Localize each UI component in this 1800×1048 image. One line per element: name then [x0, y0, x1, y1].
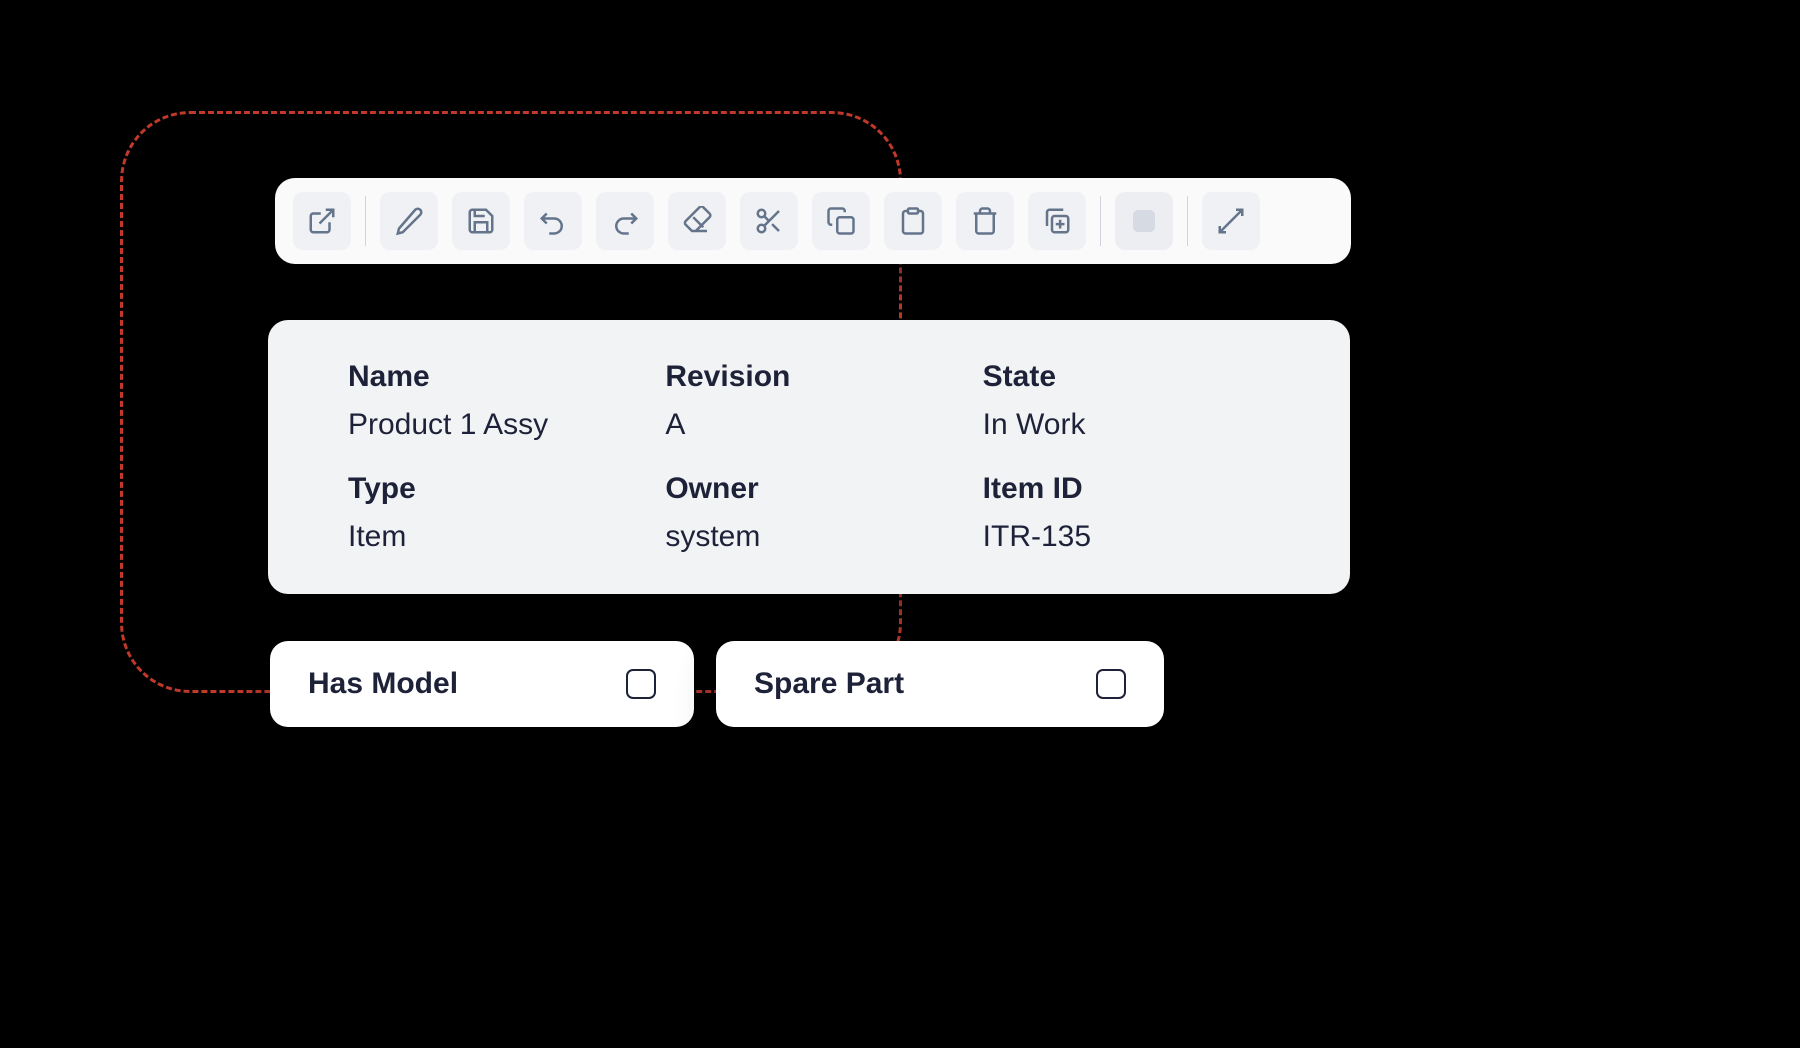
toolbar-separator — [365, 196, 366, 246]
field-state: State In Work — [983, 360, 1270, 442]
field-name-value: Product 1 Assy — [348, 408, 635, 442]
field-state-value: In Work — [983, 408, 1270, 442]
duplicate-icon — [1042, 206, 1072, 236]
open-external-icon — [307, 206, 337, 236]
field-type-value: Item — [348, 520, 635, 554]
delete-icon — [970, 206, 1000, 236]
delete-button[interactable] — [956, 192, 1014, 250]
field-type-label: Type — [348, 472, 635, 506]
spare-part-label: Spare Part — [754, 667, 904, 701]
properties-panel: Name Product 1 Assy Revision A State In … — [268, 320, 1350, 594]
toolbar-separator — [1100, 196, 1101, 246]
field-revision: Revision A — [665, 360, 952, 442]
field-item-id: Item ID ITR-135 — [983, 472, 1270, 554]
cut-button[interactable] — [740, 192, 798, 250]
spare-part-card: Spare Part — [716, 641, 1164, 727]
field-name: Name Product 1 Assy — [348, 360, 635, 442]
field-state-label: State — [983, 360, 1270, 394]
spare-part-checkbox[interactable] — [1096, 669, 1126, 699]
field-owner-label: Owner — [665, 472, 952, 506]
relation-icon — [1216, 206, 1246, 236]
cut-icon — [754, 206, 784, 236]
undo-icon — [538, 206, 568, 236]
field-item-id-value: ITR-135 — [983, 520, 1270, 554]
redo-icon — [610, 206, 640, 236]
field-owner-value: system — [665, 520, 952, 554]
toolbar-separator — [1187, 196, 1188, 246]
copy-icon — [826, 206, 856, 236]
edit-icon — [394, 206, 424, 236]
copy-button[interactable] — [812, 192, 870, 250]
erase-button[interactable] — [668, 192, 726, 250]
erase-icon — [682, 206, 712, 236]
edit-button[interactable] — [380, 192, 438, 250]
has-model-label: Has Model — [308, 667, 458, 701]
field-type: Type Item — [348, 472, 635, 554]
paste-button[interactable] — [884, 192, 942, 250]
field-item-id-label: Item ID — [983, 472, 1270, 506]
field-owner: Owner system — [665, 472, 952, 554]
duplicate-button[interactable] — [1028, 192, 1086, 250]
save-icon — [466, 206, 496, 236]
paste-icon — [898, 206, 928, 236]
redo-button[interactable] — [596, 192, 654, 250]
has-model-card: Has Model — [270, 641, 694, 727]
field-revision-value: A — [665, 408, 952, 442]
toolbar — [275, 178, 1351, 264]
field-name-label: Name — [348, 360, 635, 394]
open-external-button[interactable] — [293, 192, 351, 250]
toolbar-placeholder — [1115, 192, 1173, 250]
undo-button[interactable] — [524, 192, 582, 250]
has-model-checkbox[interactable] — [626, 669, 656, 699]
save-button[interactable] — [452, 192, 510, 250]
field-revision-label: Revision — [665, 360, 952, 394]
relation-button[interactable] — [1202, 192, 1260, 250]
